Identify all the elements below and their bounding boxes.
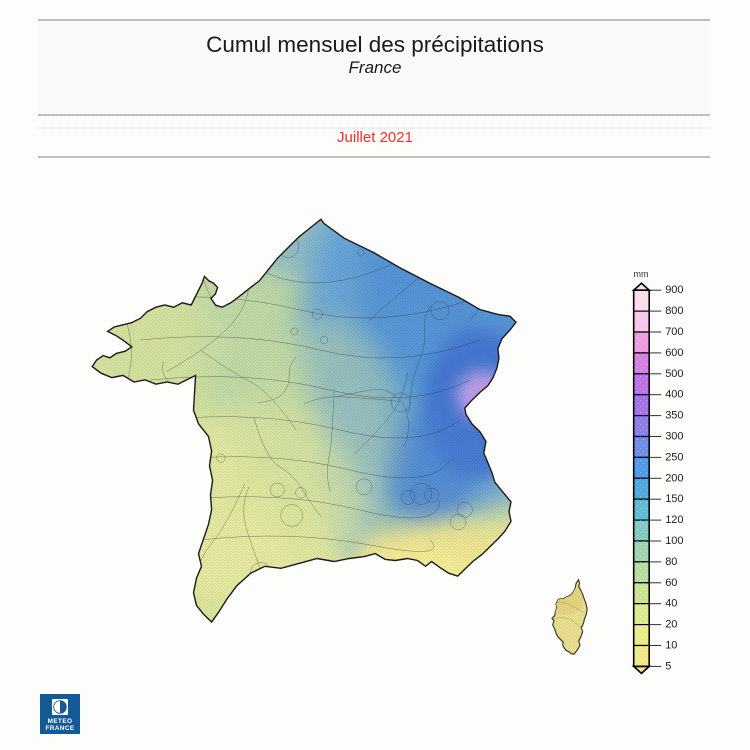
svg-text:METEO: METEO — [48, 718, 73, 725]
svg-text:FRANCE: FRANCE — [45, 725, 74, 732]
